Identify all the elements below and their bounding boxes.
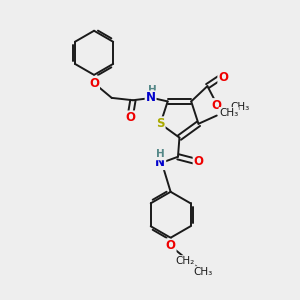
Text: O: O xyxy=(166,239,176,253)
Text: H: H xyxy=(148,85,156,94)
Text: CH₃: CH₃ xyxy=(230,102,249,112)
Text: O: O xyxy=(125,111,135,124)
Text: O: O xyxy=(218,71,228,84)
Text: CH₃: CH₃ xyxy=(194,267,213,277)
Text: H: H xyxy=(156,149,165,159)
Text: O: O xyxy=(89,77,99,90)
Text: CH₃: CH₃ xyxy=(219,108,238,118)
Text: N: N xyxy=(146,92,156,104)
Text: N: N xyxy=(155,156,165,169)
Text: S: S xyxy=(156,117,165,130)
Text: O: O xyxy=(194,155,204,168)
Text: CH₂: CH₂ xyxy=(176,256,195,266)
Text: O: O xyxy=(211,99,221,112)
